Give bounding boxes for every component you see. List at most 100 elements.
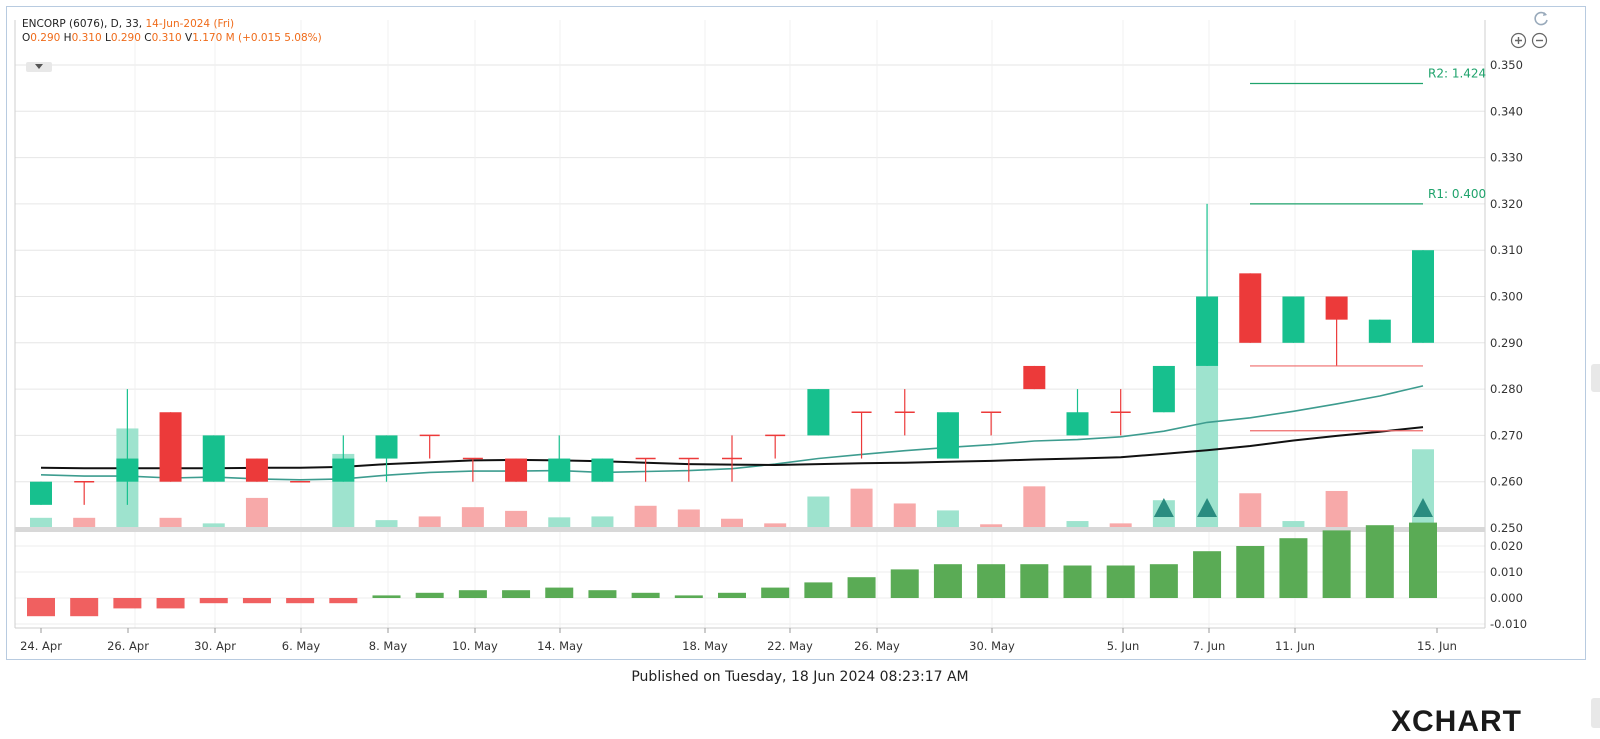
candle-body: [332, 458, 355, 482]
ohlc-readout: O0.290 H0.310 L0.290 C0.310 V1.170 M (+0…: [22, 32, 322, 44]
x-tick-label: 18. May: [682, 639, 728, 653]
volume-bar: [245, 497, 268, 528]
volume-value: 1.170 M: [192, 32, 235, 44]
volume-bar: [634, 505, 657, 528]
volume-bar: [159, 517, 182, 528]
volume-bar: [1196, 365, 1219, 528]
indicator-tick-label: 0.000: [1490, 591, 1523, 605]
logo-x: X: [1391, 705, 1413, 738]
histogram-bar: [1409, 522, 1437, 598]
histogram-bar: [372, 595, 401, 598]
candle-body: [807, 389, 830, 436]
x-tick-label: 22. May: [767, 639, 813, 653]
volume-bar: [1239, 493, 1262, 528]
candle-body: [1023, 365, 1046, 390]
indicator-tick-label: -0.010: [1490, 617, 1527, 631]
price-tick-label: 0.250: [1490, 521, 1523, 535]
candle-body: [1152, 365, 1175, 413]
candle-body: [30, 481, 52, 505]
volume-bar: [1282, 521, 1305, 528]
caret-down-icon: [35, 64, 43, 69]
histogram-bar: [415, 592, 444, 598]
histogram-bar: [1063, 565, 1092, 598]
histogram-bar: [1365, 525, 1394, 598]
x-tick-label: 10. May: [452, 639, 498, 653]
volume-bar: [418, 516, 441, 528]
price-tick-label: 0.310: [1490, 243, 1523, 257]
scroll-handle[interactable]: [1591, 698, 1600, 728]
high-label: H: [63, 32, 72, 44]
x-tick-label: 26. May: [854, 639, 900, 653]
open-label: O: [22, 32, 31, 44]
close-value: 0.310: [151, 32, 182, 44]
logo-text: CHART: [1412, 705, 1523, 738]
volume-bar: [1412, 449, 1434, 528]
candle-body: [505, 458, 528, 482]
dropdown-toggle-button[interactable]: [26, 62, 52, 72]
resistance-level-label: R1: 0.400: [1428, 187, 1486, 201]
candle-body: [245, 458, 268, 482]
candle-body: [116, 458, 139, 482]
chart-header-title: ENCORP (6076), D, 33, 14-Jun-2024 (Fri): [22, 18, 234, 30]
candle-body: [159, 412, 182, 482]
volume-bar: [505, 510, 528, 528]
candle-body: [1066, 412, 1089, 436]
histogram-bar: [977, 564, 1006, 598]
volume-bar: [202, 523, 225, 528]
volume-bar: [375, 520, 398, 528]
histogram-bar: [1193, 551, 1222, 598]
indicator-tick-label: 0.020: [1490, 539, 1523, 553]
open-value: 0.290: [30, 32, 61, 44]
price-tick-label: 0.290: [1490, 336, 1523, 350]
price-tick-label: 0.280: [1490, 382, 1523, 396]
histogram-bar: [70, 598, 99, 617]
x-tick-label: 6. May: [282, 639, 321, 653]
published-timestamp: Published on Tuesday, 18 Jun 2024 08:23:…: [631, 669, 969, 685]
signal-triangle: [1153, 498, 1174, 517]
histogram-bar: [1279, 538, 1308, 598]
volume-bar: [30, 517, 52, 528]
histogram-bar: [458, 590, 487, 598]
histogram-bar: [1236, 546, 1265, 598]
volume-label: V: [185, 32, 193, 44]
price-tick-label: 0.330: [1490, 151, 1523, 165]
volume-bar: [764, 523, 787, 528]
side-panel-handle[interactable]: [1591, 364, 1600, 392]
histogram-bar: [242, 598, 271, 604]
volume-bar: [936, 510, 959, 528]
histogram-bar: [933, 564, 962, 598]
histogram-bar: [588, 590, 617, 598]
volume-bar: [1109, 523, 1132, 528]
resistance-level-label: R2: 1.424: [1428, 67, 1486, 81]
candle-body: [591, 458, 614, 482]
volume-bar: [1066, 521, 1089, 528]
candle-body: [1325, 296, 1348, 320]
histogram-bar: [199, 598, 228, 604]
x-tick-label: 30. May: [969, 639, 1015, 653]
histogram-bar: [674, 595, 703, 598]
volume-bar: [1325, 490, 1348, 528]
zoom-out-icon[interactable]: [1531, 32, 1548, 49]
volume-bar: [73, 517, 96, 528]
x-tick-label: 7. Jun: [1193, 639, 1226, 653]
low-label: L: [104, 32, 111, 44]
refresh-icon[interactable]: [1532, 10, 1550, 28]
histogram-bar: [847, 577, 876, 598]
candle-body: [375, 435, 398, 459]
volume-bar: [1023, 486, 1046, 528]
indicator-tick-label: 0.010: [1490, 565, 1523, 579]
histogram-bar: [1149, 564, 1178, 598]
candle-body: [1368, 319, 1391, 343]
low-value: 0.290: [110, 32, 141, 44]
volume-bar: [591, 516, 614, 528]
price-chart: 0.350 0.340 0.330 0.320 0.310 0.300 0.290 0.280…: [14, 20, 1527, 653]
histogram-bar: [631, 592, 660, 598]
histogram-bar: [545, 587, 574, 598]
zoom-in-icon[interactable]: [1510, 32, 1527, 49]
histogram-bar: [156, 598, 185, 609]
histogram-bar: [1322, 530, 1351, 598]
volume-bar: [893, 503, 916, 528]
x-tick-label: 30. Apr: [194, 639, 236, 653]
candle-body: [202, 435, 225, 482]
candle-body: [1282, 296, 1305, 343]
